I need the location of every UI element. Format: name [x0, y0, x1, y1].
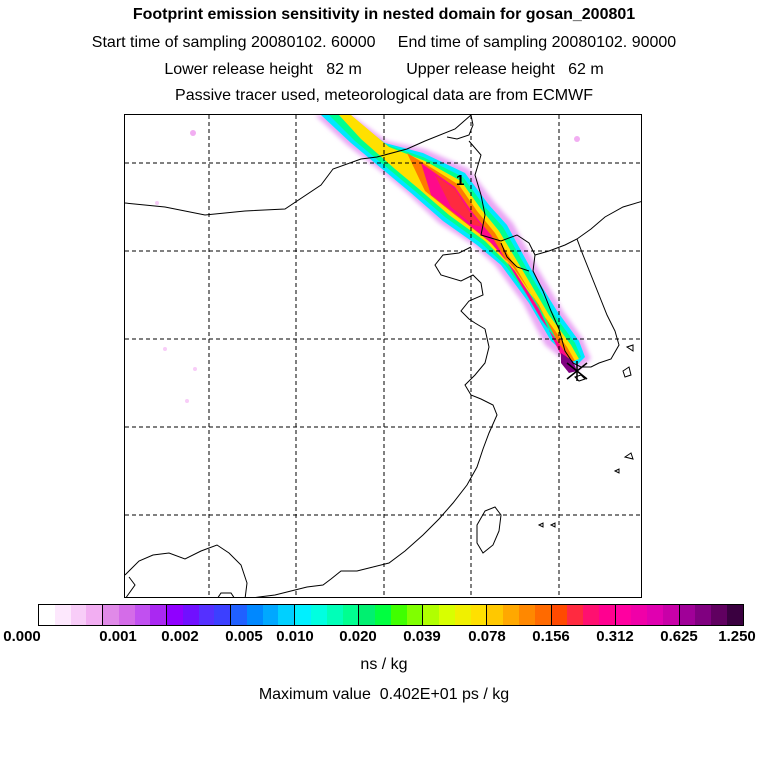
border-southwest — [125, 576, 136, 597]
island-ryukyu-1 — [623, 452, 634, 460]
colorbar-segment — [662, 605, 680, 625]
plume-spot — [155, 201, 159, 205]
colorbar-tick-label: 0.625 — [660, 628, 698, 645]
colorbar-segment — [406, 605, 424, 625]
colorbar-segment — [375, 605, 391, 625]
island-taiwan — [476, 506, 502, 554]
colorbar-segment — [54, 605, 71, 625]
colorbar-segment — [390, 605, 407, 625]
island-hainan — [217, 592, 235, 597]
plume-spot — [185, 399, 189, 403]
colorbar-segment — [711, 605, 727, 625]
island-ryukyu-2 — [613, 468, 620, 474]
footprint-map — [124, 114, 642, 598]
colorbar-segment — [214, 605, 232, 625]
colorbar-segment — [295, 605, 312, 625]
plume-spot — [190, 130, 196, 136]
colorbar-segment — [470, 605, 488, 625]
map-canvas — [125, 115, 641, 597]
border-north-china — [446, 115, 474, 140]
colorbar-segment — [454, 605, 471, 625]
border-south — [125, 544, 248, 597]
colorbar-segment — [342, 605, 360, 625]
emission-plume — [155, 115, 591, 403]
island-japan-1 — [622, 366, 632, 378]
coast-south-china — [255, 566, 374, 597]
coast-bohai — [434, 246, 486, 330]
colorbar-segment — [231, 605, 247, 625]
colorbar-tick-label: 0.001 — [99, 628, 137, 645]
colorbar-segment — [150, 605, 168, 625]
colorbar-tick-label: 0.039 — [403, 628, 441, 645]
colorbar-segment — [326, 605, 343, 625]
colorbar-tick-label: 0.000 — [3, 628, 41, 645]
colorbar-tick-label: 0.005 — [225, 628, 263, 645]
colorbar-tick-label: 0.156 — [532, 628, 570, 645]
colorbar-segment — [70, 605, 87, 625]
colorbar-segment — [423, 605, 440, 625]
colorbar-segment — [615, 605, 632, 625]
colorbar-tick-label: 0.078 — [468, 628, 506, 645]
colorbar-segment — [39, 605, 55, 625]
colorbar-segment — [86, 605, 104, 625]
colorbar-segment — [567, 605, 584, 625]
maximum-value-text: Maximum value 0.402E+01 ps / kg — [258, 686, 510, 703]
plume-spot — [163, 347, 167, 351]
colorbar-segment — [679, 605, 696, 625]
sampling-times: Start time of sampling 20080102. 60000 E… — [91, 34, 677, 51]
colorbar-segment — [487, 605, 504, 625]
colorbar-segment — [134, 605, 151, 625]
colorbar-segment — [182, 605, 199, 625]
colorbar-tick-label: 1.250 — [718, 628, 756, 645]
colorbar-segment — [726, 605, 743, 625]
colorbar-units: ns / kg — [360, 656, 408, 673]
maximum-location-label: 1 — [456, 172, 465, 189]
release-heights: Lower release height 82 m Upper release … — [164, 61, 604, 78]
border-mongolia — [125, 115, 472, 216]
x-cross-marker-icon — [566, 361, 588, 381]
colorbar-tick-label: 0.312 — [596, 628, 634, 645]
colorbar-segment — [262, 605, 279, 625]
tracer-info: Passive tracer used, meteorological data… — [175, 87, 593, 104]
colorbar-segment — [246, 605, 263, 625]
coast-liaodong — [500, 242, 530, 272]
border-northeast — [468, 140, 641, 256]
colorbar-segment — [598, 605, 616, 625]
coast-east-china — [372, 328, 498, 568]
colorbar-segment — [278, 605, 296, 625]
plume-spot — [193, 367, 197, 371]
island-japan-2 — [625, 344, 634, 352]
colorbar-segment — [103, 605, 119, 625]
island-small-1 — [537, 522, 544, 528]
plot-title: Footprint emission sensitivity in nested… — [132, 6, 636, 23]
color-scale-bar — [38, 604, 744, 626]
colorbar-segment — [311, 605, 327, 625]
plume-layer-yellow — [339, 115, 579, 361]
colorbar-tick-label: 0.010 — [276, 628, 314, 645]
colorbar-segment — [167, 605, 183, 625]
colorbar-segment — [118, 605, 135, 625]
colorbar-segment — [359, 605, 376, 625]
colorbar-segment — [631, 605, 648, 625]
lat-lon-grid — [125, 115, 641, 597]
colorbar-segment — [647, 605, 663, 625]
coast-korea-east — [576, 238, 620, 368]
colorbar-tick-label: 0.002 — [161, 628, 199, 645]
colorbar-segment — [551, 605, 568, 625]
coast-korea-west — [532, 254, 582, 368]
colorbar-segment — [695, 605, 712, 625]
plume-spot — [574, 136, 580, 142]
colorbar-segment — [198, 605, 215, 625]
colorbar-segment — [439, 605, 455, 625]
colorbar-segment — [583, 605, 599, 625]
colorbar-segment — [534, 605, 552, 625]
colorbar-segment — [503, 605, 519, 625]
colorbar-segment — [518, 605, 535, 625]
coastlines-borders — [125, 115, 641, 597]
colorbar-tick-label: 0.020 — [339, 628, 377, 645]
island-small-2 — [549, 522, 556, 528]
